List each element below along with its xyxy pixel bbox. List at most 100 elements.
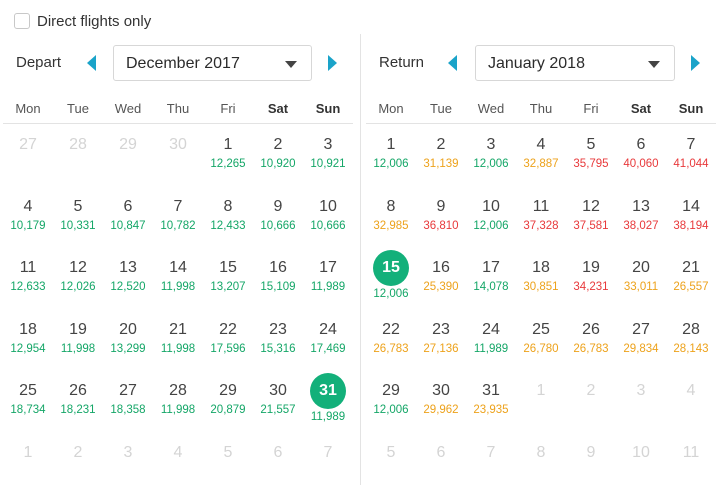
day-cell[interactable]: 17 14,078 [466, 247, 516, 309]
return-next-month-icon[interactable] [691, 55, 700, 71]
day-cell[interactable]: 22 26,783 [366, 309, 416, 371]
day-cell[interactable]: 20 33,011 [616, 247, 666, 309]
day-cell: 4 [153, 432, 203, 485]
day-price: 26,783 [573, 342, 609, 355]
day-cell: 10 [616, 432, 666, 485]
day-price: 32,887 [523, 158, 559, 170]
day-cell[interactable]: 22 17,596 [203, 309, 253, 371]
day-cell[interactable]: 26 18,231 [53, 370, 103, 432]
day-cell[interactable]: 11 37,328 [516, 186, 566, 248]
day-cell[interactable]: 27 29,834 [616, 309, 666, 371]
day-cell[interactable]: 9 10,666 [253, 186, 303, 248]
day-cell[interactable]: 2 10,920 [253, 124, 303, 186]
day-cell[interactable]: 21 11,998 [153, 309, 203, 371]
depart-month-value: December 2017 [126, 55, 240, 72]
day-cell[interactable]: 25 26,780 [516, 309, 566, 371]
day-number: 5 [386, 443, 396, 461]
day-cell[interactable]: 9 36,810 [416, 186, 466, 248]
day-cell[interactable]: 24 17,469 [303, 309, 353, 371]
day-cell[interactable]: 14 38,194 [666, 186, 716, 248]
day-cell[interactable]: 5 35,795 [566, 124, 616, 186]
day-cell[interactable]: 17 11,989 [303, 247, 353, 309]
day-number: 2 [436, 136, 446, 153]
day-cell[interactable]: 16 15,109 [253, 247, 303, 309]
day-cell[interactable]: 8 32,985 [366, 186, 416, 248]
return-month-select[interactable]: January 2018 [475, 45, 675, 81]
day-cell[interactable]: 18 30,851 [516, 247, 566, 309]
day-cell[interactable]: 8 12,433 [203, 186, 253, 248]
day-cell[interactable]: 6 10,847 [103, 186, 153, 248]
day-cell[interactable]: 3 12,006 [466, 124, 516, 186]
day-cell[interactable]: 19 11,998 [53, 309, 103, 371]
day-cell[interactable]: 14 11,998 [153, 247, 203, 309]
day-cell[interactable]: 23 15,316 [253, 309, 303, 371]
day-number: 7 [323, 443, 333, 461]
day-cell[interactable]: 25 18,734 [3, 370, 53, 432]
day-cell[interactable]: 16 25,390 [416, 247, 466, 309]
day-cell[interactable]: 26 26,783 [566, 309, 616, 371]
day-price: 37,328 [523, 219, 559, 232]
day-cell: 7 [303, 432, 353, 485]
return-prev-month-icon[interactable] [448, 55, 457, 71]
day-cell[interactable]: 29 20,879 [203, 370, 253, 432]
day-cell[interactable]: 2 31,139 [416, 124, 466, 186]
week-row: 27 28 29 30 1 12,265 2 10,920 3 10,921 [3, 124, 353, 186]
day-cell[interactable]: 5 10,331 [53, 186, 103, 248]
day-cell[interactable]: 7 10,782 [153, 186, 203, 248]
day-cell: 6 [416, 432, 466, 485]
day-cell[interactable]: 13 38,027 [616, 186, 666, 248]
weekday-header: Fri [583, 101, 599, 116]
day-cell[interactable]: 27 18,358 [103, 370, 153, 432]
depart-month-select[interactable]: December 2017 [113, 45, 312, 81]
day-cell[interactable]: 7 41,044 [666, 124, 716, 186]
day-cell[interactable]: 12 37,581 [566, 186, 616, 248]
weekday-header: Tue [67, 101, 89, 116]
day-cell[interactable]: 31 23,935 [466, 370, 516, 432]
day-cell[interactable]: 10 12,006 [466, 186, 516, 248]
direct-flights-toggle[interactable]: Direct flights only [14, 11, 151, 31]
direct-flights-checkbox[interactable] [14, 13, 30, 29]
day-cell[interactable]: 24 11,989 [466, 309, 516, 371]
day-number: 11 [532, 197, 550, 215]
day-cell[interactable]: 23 27,136 [416, 309, 466, 371]
day-number: 18 [19, 320, 37, 338]
day-price: 10,666 [310, 219, 346, 232]
day-cell[interactable]: 28 28,143 [666, 309, 716, 371]
day-cell[interactable]: 30 29,962 [416, 370, 466, 432]
day-cell[interactable]: 21 26,557 [666, 247, 716, 309]
day-cell[interactable]: 15 13,207 [203, 247, 253, 309]
selected-day-cell[interactable]: 15 12,006 [366, 247, 416, 309]
day-number: 28 [682, 320, 700, 338]
day-cell[interactable]: 3 10,921 [303, 124, 353, 186]
day-number: 5 [223, 443, 233, 461]
day-cell[interactable]: 4 10,179 [3, 186, 53, 248]
return-weeks: 1 12,006 2 31,139 3 12,006 4 32,887 5 35,795 6 40,0… [366, 124, 716, 485]
day-cell[interactable]: 12 12,026 [53, 247, 103, 309]
depart-next-month-icon[interactable] [328, 55, 337, 71]
return-calendar: Return January 2018 Mon Tue Wed Thu Fri Sat Su… [363, 44, 716, 461]
weekday-header: Sat [630, 101, 652, 116]
day-cell: 29 [103, 124, 153, 186]
day-number: 28 [69, 136, 87, 153]
week-row: 1 2 3 4 5 6 7 [3, 432, 353, 485]
return-label: Return [379, 54, 425, 71]
day-cell[interactable]: 4 32,887 [516, 124, 566, 186]
day-cell[interactable]: 13 12,520 [103, 247, 153, 309]
day-cell[interactable]: 30 21,557 [253, 370, 303, 432]
day-cell[interactable]: 29 12,006 [366, 370, 416, 432]
depart-prev-month-icon[interactable] [87, 55, 96, 71]
day-cell[interactable]: 1 12,006 [366, 124, 416, 186]
day-cell[interactable]: 10 10,666 [303, 186, 353, 248]
day-price: 14,078 [473, 281, 509, 293]
day-cell[interactable]: 11 12,633 [3, 247, 53, 309]
day-cell[interactable]: 20 13,299 [103, 309, 153, 371]
day-cell[interactable]: 28 11,998 [153, 370, 203, 432]
day-number: 31 [310, 373, 346, 409]
week-row: 4 10,179 5 10,331 6 10,847 7 10,782 8 12,433 9 10,6… [3, 186, 353, 248]
day-cell[interactable]: 6 40,060 [616, 124, 666, 186]
day-number: 3 [636, 382, 646, 399]
day-cell[interactable]: 18 12,954 [3, 309, 53, 371]
selected-day-cell[interactable]: 31 11,989 [303, 370, 353, 432]
day-cell[interactable]: 19 34,231 [566, 247, 616, 309]
day-cell[interactable]: 1 12,265 [203, 124, 253, 186]
